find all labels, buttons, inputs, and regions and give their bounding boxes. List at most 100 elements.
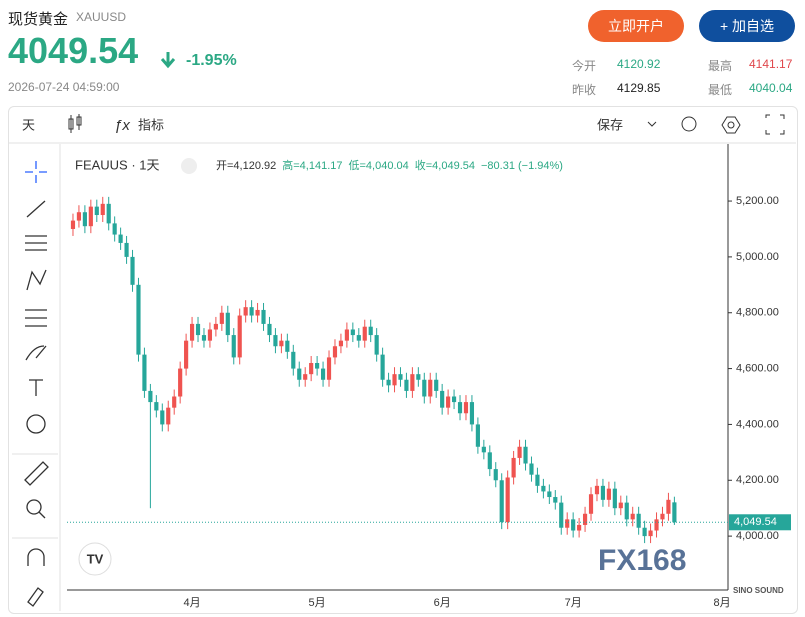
candle-body: [392, 374, 397, 386]
fullscreen-icon[interactable]: [765, 114, 785, 135]
candle-body: [243, 307, 248, 316]
candle-body: [201, 335, 207, 341]
candle-body: [124, 242, 129, 257]
candle-body: [315, 362, 320, 369]
candle-body: [618, 502, 623, 509]
y-tick-label: 4,200.00: [736, 474, 779, 486]
candle-body: [142, 354, 147, 391]
candle-body: [571, 519, 576, 531]
save-dropdown[interactable]: [647, 121, 657, 127]
candle-body: [547, 491, 552, 498]
candle-body: [76, 212, 82, 221]
zoom-tool[interactable]: [26, 499, 42, 515]
candle-body: [600, 485, 606, 500]
stat-label: 最低: [708, 83, 733, 97]
ruler-tool[interactable]: [24, 461, 49, 486]
settings-icon-core: [727, 121, 735, 129]
candle-body: [535, 474, 540, 486]
candle-body: [225, 312, 230, 336]
candle-body: [440, 390, 445, 408]
ohlc-legend-item: 收=4,049.54: [415, 158, 475, 172]
candle-body: [326, 357, 332, 380]
candle-body: [469, 402, 475, 425]
open-account-button[interactable]: 立即开户: [588, 10, 684, 42]
watermark: FX168: [598, 544, 686, 577]
legend-title: FEAUUS · 1天: [75, 157, 160, 172]
candle-body: [463, 402, 469, 414]
candle-body: [505, 477, 510, 523]
timestamp: 2026-07-24 04:59:00: [8, 80, 120, 94]
candle-body: [249, 307, 254, 316]
crosshair-tool[interactable]: [25, 161, 47, 183]
fx-icon[interactable]: ƒx: [114, 117, 130, 134]
projection-tool[interactable]: [25, 309, 47, 327]
ohlc-legend-item: 高=4,141.17: [282, 158, 342, 172]
settings-icon[interactable]: [721, 116, 741, 134]
y-tick-label: 4,000.00: [736, 530, 779, 542]
candle-body: [178, 368, 183, 397]
price: 4049.54: [8, 30, 139, 71]
candle-body: [398, 374, 403, 380]
ohlc-legend-item: 开=4,120.92: [216, 160, 276, 172]
candle-body: [666, 499, 671, 514]
emoji-tool[interactable]: [26, 414, 46, 434]
candle-body: [184, 340, 189, 369]
interval-button[interactable]: 天: [22, 117, 35, 132]
x-tick-label: 4月: [184, 597, 201, 609]
candle-body: [624, 502, 629, 520]
candle-body: [160, 410, 165, 425]
x-tick-label: 8月: [713, 597, 730, 609]
candle-body: [207, 329, 213, 341]
candle-type-icon[interactable]: [68, 114, 82, 133]
candle-body: [517, 446, 522, 458]
candle-body: [660, 513, 665, 520]
indicators-button[interactable]: 指标: [138, 117, 164, 132]
stat-value: 4040.04: [749, 81, 793, 95]
trendline-tool[interactable]: [26, 200, 46, 218]
legend-toggle[interactable]: [181, 158, 197, 174]
candle-body: [261, 309, 266, 324]
candle-body: [487, 452, 492, 470]
candle-body: [255, 309, 260, 316]
candle-body: [213, 323, 218, 330]
candle-body: [410, 374, 415, 391]
candle-body: [493, 469, 498, 481]
text-tool[interactable]: [29, 379, 43, 396]
candle-body: [344, 329, 349, 341]
stat-label: 昨收: [572, 83, 597, 97]
corner-logo: SINO SOUND: [733, 586, 784, 595]
candle-body: [338, 340, 344, 347]
candle-body: [416, 374, 421, 380]
candle-body: [386, 379, 391, 386]
candle-body: [541, 485, 546, 492]
brush-tool[interactable]: [25, 345, 47, 361]
candle-body: [594, 485, 600, 495]
pattern-tool[interactable]: [26, 269, 47, 291]
candle-body: [82, 212, 87, 227]
magnet-tool[interactable]: [27, 548, 45, 566]
candle-body: [350, 329, 355, 336]
candle-body: [303, 374, 308, 380]
candle-body: [523, 446, 528, 464]
candle-body: [499, 480, 504, 523]
candle-body: [582, 513, 588, 525]
y-tick-label: 4,600.00: [736, 362, 779, 374]
candle-body: [648, 530, 653, 537]
candle-body: [166, 407, 171, 425]
candle-body: [559, 502, 564, 528]
lock-tool[interactable]: [27, 587, 44, 607]
y-tick-label: 4,800.00: [736, 307, 779, 319]
candle-body: [320, 368, 326, 380]
watchlist-button[interactable]: + 加自选: [699, 10, 795, 42]
candle-body: [356, 335, 361, 341]
last-price-box: [729, 514, 791, 531]
snapshot-icon[interactable]: [681, 116, 697, 132]
candle-body: [130, 256, 135, 285]
save-button[interactable]: 保存: [597, 117, 623, 132]
fib-tool[interactable]: [25, 235, 47, 251]
candle-body: [672, 502, 677, 523]
y-tick-label: 5,000.00: [736, 251, 779, 263]
candle-body: [88, 206, 93, 227]
candle-body: [428, 379, 433, 397]
